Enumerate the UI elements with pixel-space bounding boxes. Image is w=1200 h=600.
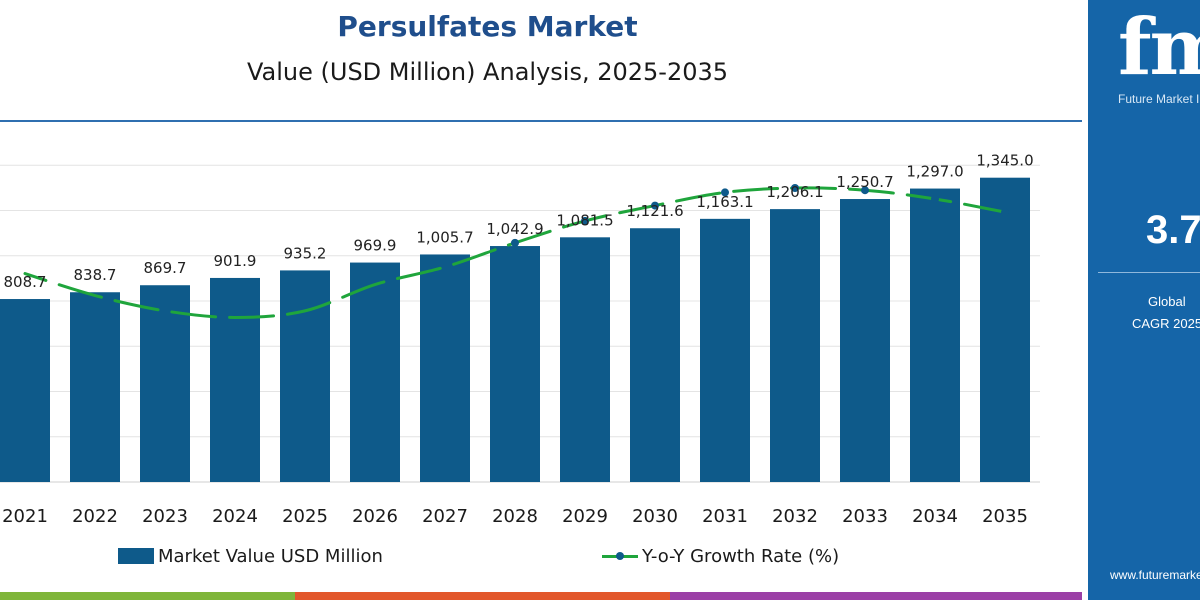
bar-label-2034: 1,297.0 — [906, 163, 963, 181]
cagr-label-global: Global — [1148, 294, 1186, 309]
bar-2021 — [0, 299, 50, 482]
x-tick-2029: 2029 — [562, 506, 608, 527]
legend-market-value: Market Value USD Million — [118, 544, 383, 568]
x-tick-2033: 2033 — [842, 506, 888, 527]
bar-2022 — [70, 292, 120, 482]
legend-growth-rate-label: Y-o-Y Growth Rate (%) — [642, 545, 840, 567]
bottom-stripe-green — [0, 592, 295, 600]
bar-2026 — [350, 262, 400, 482]
legend-bar-swatch — [118, 548, 154, 564]
bar-label-2027: 1,005.7 — [416, 228, 473, 246]
growth-marker-2029 — [581, 216, 589, 225]
x-tick-2030: 2030 — [632, 506, 678, 527]
cagr-value: 3.7 — [1146, 208, 1200, 252]
bar-labels-layer: 808.7 838.7 869.7 901.9 935.2 969.9 1,005.7 1,0… — [4, 152, 1034, 291]
bar-label-2024: 901.9 — [214, 252, 257, 270]
bar-label-2032: 1,206.1 — [766, 183, 823, 201]
bar-label-2029: 1,081.5 — [556, 211, 613, 229]
x-tick-2023: 2023 — [142, 506, 188, 527]
bar-label-2022: 838.7 — [74, 266, 117, 284]
bar-label-2030: 1,121.6 — [626, 202, 683, 220]
x-tick-2027: 2027 — [422, 506, 468, 527]
bar-2028 — [490, 246, 540, 482]
bar-2035 — [980, 177, 1030, 482]
x-tick-2022: 2022 — [72, 506, 118, 527]
growth-marker-2030 — [651, 201, 659, 210]
chart-plot: 808.7 838.7 869.7 901.9 935.2 969.9 1,005.7 1,0… — [0, 152, 1040, 527]
legend-line-swatch — [602, 548, 638, 564]
bar-2024 — [210, 277, 260, 482]
side-panel-divider — [1098, 272, 1200, 273]
chart-title: Persulfates Market — [337, 10, 638, 43]
growth-line-layer — [23, 184, 1009, 319]
legend-market-value-label: Market Value USD Million — [158, 545, 383, 567]
bar-2029 — [560, 237, 610, 482]
bar-label-2028: 1,042.9 — [486, 220, 543, 238]
x-tick-2026: 2026 — [352, 506, 398, 527]
growth-marker-2033 — [861, 186, 869, 195]
x-tick-2035: 2035 — [982, 506, 1028, 527]
bar-label-2031: 1,163.1 — [696, 193, 753, 211]
growth-marker-2035 — [1001, 208, 1009, 217]
bar-2023 — [140, 285, 190, 482]
bar-label-2035: 1,345.0 — [976, 152, 1033, 170]
company-name: Future Market Insights — [1118, 92, 1200, 106]
x-axis-labels: 2021 2022 2023 2024 2025 2026 2027 2028 2029 2030… — [2, 506, 1028, 527]
bar-2034 — [910, 188, 960, 482]
bar-2027 — [420, 254, 470, 482]
growth-marker-2034 — [931, 194, 939, 203]
growth-marker-2031 — [721, 188, 729, 197]
cagr-label-period: CAGR 2025-2035 — [1132, 316, 1200, 331]
x-tick-2021: 2021 — [2, 506, 48, 527]
bottom-stripe-orange — [295, 592, 670, 600]
bars-layer — [0, 177, 1030, 483]
header-divider — [0, 120, 1082, 122]
x-tick-2031: 2031 — [702, 506, 748, 527]
bar-2025 — [280, 270, 330, 482]
bar-label-2023: 869.7 — [144, 259, 187, 277]
legend-growth-rate: Y-o-Y Growth Rate (%) — [602, 544, 839, 568]
growth-marker-2032 — [791, 184, 799, 193]
bar-label-2033: 1,250.7 — [836, 173, 893, 191]
chart-subtitle: Value (USD Million) Analysis, 2025-2035 — [246, 58, 729, 86]
bottom-stripe-purple — [670, 592, 1082, 600]
website-url: www.futuremarketinsights.com — [1110, 568, 1200, 582]
growth-marker-2028 — [511, 238, 519, 247]
company-logo: fmi — [1118, 2, 1200, 93]
bar-2030 — [630, 228, 680, 482]
bar-label-2021: 808.7 — [4, 273, 47, 291]
bar-2031 — [700, 218, 750, 482]
bar-label-2026: 969.9 — [354, 237, 397, 255]
x-tick-2024: 2024 — [212, 506, 258, 527]
x-tick-2025: 2025 — [282, 506, 328, 527]
bar-label-2025: 935.2 — [284, 244, 327, 262]
x-tick-2032: 2032 — [772, 506, 818, 527]
x-tick-2034: 2034 — [912, 506, 958, 527]
x-tick-2028: 2028 — [492, 506, 538, 527]
bar-2033 — [840, 199, 890, 483]
bar-2032 — [770, 209, 820, 482]
side-panel: fmi Future Market Insights 3.7 Global CA… — [1088, 0, 1200, 600]
